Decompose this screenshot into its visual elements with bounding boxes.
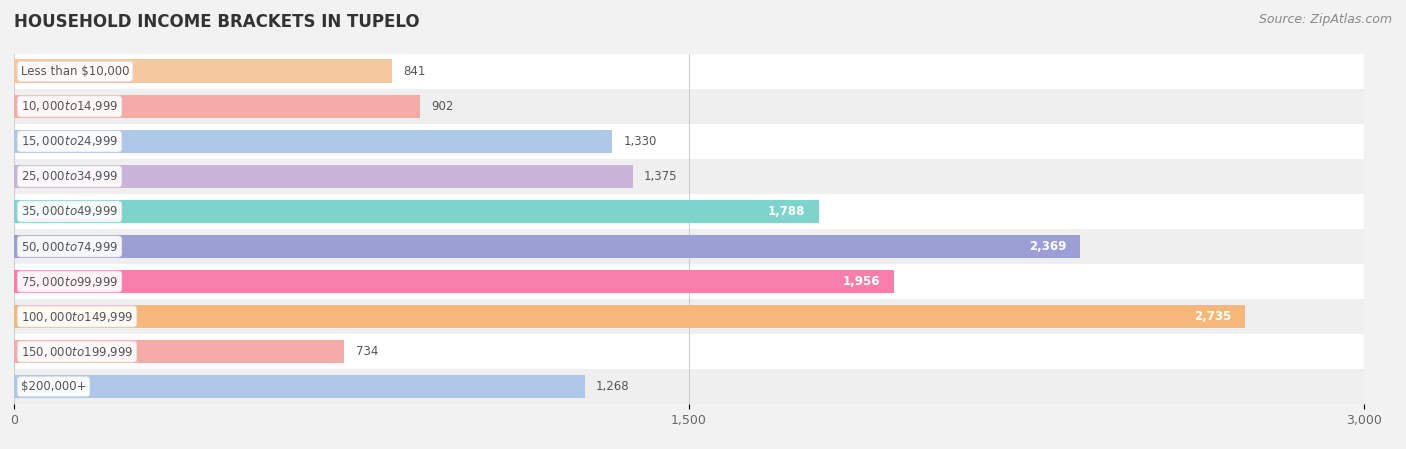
Bar bbox=[14, 299, 1364, 334]
Bar bbox=[14, 304, 1244, 329]
Bar bbox=[14, 264, 1364, 299]
Bar bbox=[14, 339, 344, 364]
Bar bbox=[14, 374, 585, 399]
Text: $50,000 to $74,999: $50,000 to $74,999 bbox=[21, 239, 118, 254]
Text: $100,000 to $149,999: $100,000 to $149,999 bbox=[21, 309, 134, 324]
Text: HOUSEHOLD INCOME BRACKETS IN TUPELO: HOUSEHOLD INCOME BRACKETS IN TUPELO bbox=[14, 13, 419, 31]
Text: 902: 902 bbox=[432, 100, 454, 113]
Text: $15,000 to $24,999: $15,000 to $24,999 bbox=[21, 134, 118, 149]
Text: 1,956: 1,956 bbox=[844, 275, 880, 288]
Text: 841: 841 bbox=[404, 65, 426, 78]
Bar bbox=[14, 199, 818, 224]
Bar bbox=[14, 59, 392, 84]
Bar bbox=[14, 369, 1364, 404]
Bar bbox=[14, 229, 1364, 264]
Text: 1,330: 1,330 bbox=[624, 135, 657, 148]
Text: $10,000 to $14,999: $10,000 to $14,999 bbox=[21, 99, 118, 114]
Bar bbox=[14, 94, 420, 119]
Bar bbox=[14, 334, 1364, 369]
Bar bbox=[14, 54, 1364, 89]
Bar bbox=[14, 89, 1364, 124]
Text: 2,735: 2,735 bbox=[1194, 310, 1232, 323]
Text: Source: ZipAtlas.com: Source: ZipAtlas.com bbox=[1258, 13, 1392, 26]
Bar bbox=[14, 129, 613, 154]
Text: 734: 734 bbox=[356, 345, 378, 358]
Text: $75,000 to $99,999: $75,000 to $99,999 bbox=[21, 274, 118, 289]
Text: $200,000+: $200,000+ bbox=[21, 380, 86, 393]
Text: $25,000 to $34,999: $25,000 to $34,999 bbox=[21, 169, 118, 184]
Text: 1,268: 1,268 bbox=[596, 380, 630, 393]
Bar bbox=[14, 159, 1364, 194]
Text: $35,000 to $49,999: $35,000 to $49,999 bbox=[21, 204, 118, 219]
Bar bbox=[14, 269, 894, 294]
Text: 1,375: 1,375 bbox=[644, 170, 678, 183]
Text: 2,369: 2,369 bbox=[1029, 240, 1066, 253]
Bar bbox=[14, 124, 1364, 159]
Text: $150,000 to $199,999: $150,000 to $199,999 bbox=[21, 344, 134, 359]
Text: 1,788: 1,788 bbox=[768, 205, 806, 218]
Bar bbox=[14, 194, 1364, 229]
Text: Less than $10,000: Less than $10,000 bbox=[21, 65, 129, 78]
Bar bbox=[14, 234, 1080, 259]
Bar bbox=[14, 164, 633, 189]
